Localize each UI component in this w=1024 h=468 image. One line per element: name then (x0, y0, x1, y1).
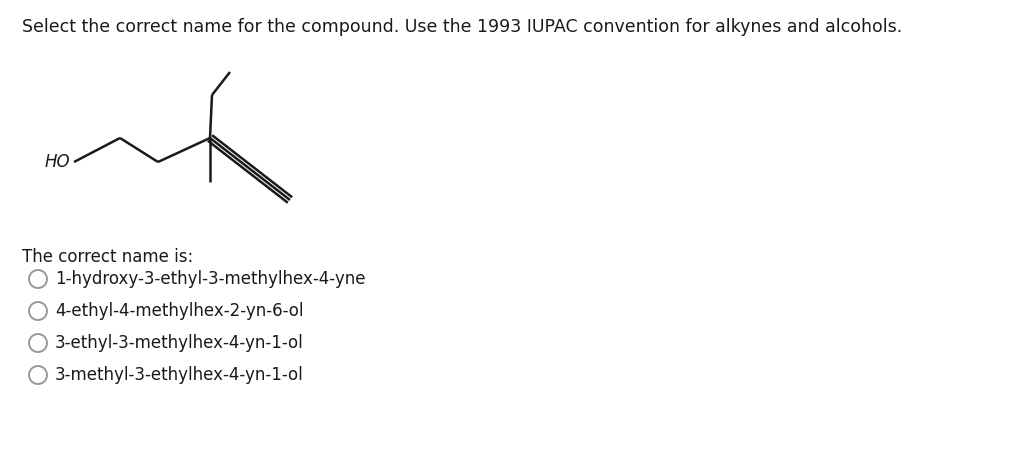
Text: 3-methyl-3-ethylhex-4-yn-1-ol: 3-methyl-3-ethylhex-4-yn-1-ol (55, 366, 304, 384)
Text: Select the correct name for the compound. Use the 1993 IUPAC convention for alky: Select the correct name for the compound… (22, 18, 902, 36)
Text: 3-ethyl-3-methylhex-4-yn-1-ol: 3-ethyl-3-methylhex-4-yn-1-ol (55, 334, 304, 352)
Text: The correct name is:: The correct name is: (22, 248, 194, 266)
Text: 4-ethyl-4-methylhex-2-yn-6-ol: 4-ethyl-4-methylhex-2-yn-6-ol (55, 302, 303, 320)
Text: 1-hydroxy-3-ethyl-3-methylhex-4-yne: 1-hydroxy-3-ethyl-3-methylhex-4-yne (55, 270, 366, 288)
Text: HO: HO (44, 153, 70, 171)
